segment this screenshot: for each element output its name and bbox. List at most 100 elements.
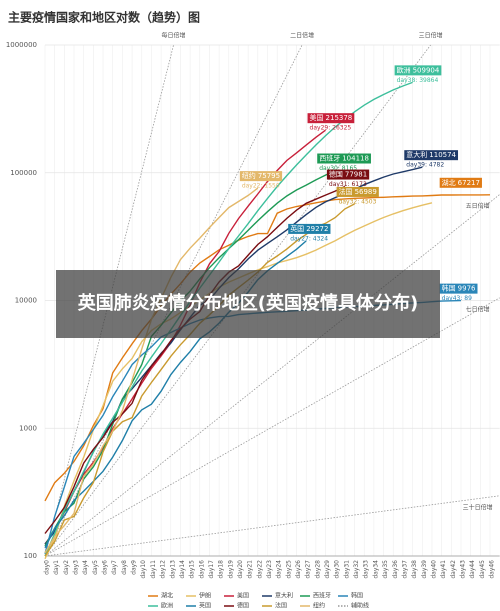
end-label-note: day29: 26325 bbox=[310, 125, 352, 132]
x-tick-label: day39 bbox=[421, 560, 428, 579]
legend-label: 法国 bbox=[275, 602, 287, 610]
end-label-box bbox=[288, 223, 331, 234]
series-line bbox=[44, 194, 491, 502]
end-label-value: 104118 bbox=[342, 155, 369, 163]
x-tick-label: day46 bbox=[489, 560, 496, 579]
y-tick-label: 100 bbox=[24, 552, 37, 560]
x-tick-label: day4 bbox=[82, 560, 89, 575]
x-tick-label: day37 bbox=[401, 560, 408, 579]
x-tick-label: day5 bbox=[92, 560, 99, 575]
end-label-box bbox=[336, 186, 379, 197]
x-tick-label: day7 bbox=[111, 560, 118, 575]
end-label: 法国 56989 day32: 4503 bbox=[336, 186, 379, 205]
x-tick-label: day31 bbox=[343, 560, 350, 579]
x-tick-label: day25 bbox=[285, 560, 292, 579]
x-tick-label: day27 bbox=[305, 560, 312, 579]
end-label-box bbox=[307, 113, 355, 124]
x-tick-label: day14 bbox=[179, 560, 186, 579]
legend-label: 西班牙 bbox=[313, 592, 331, 600]
x-tick-label: day2 bbox=[63, 560, 70, 575]
end-label-value: 509904 bbox=[413, 66, 440, 74]
end-label-name: 美国 bbox=[310, 113, 324, 122]
legend-label: 德国 bbox=[237, 602, 249, 610]
end-label-note: day27: 4324 bbox=[290, 235, 328, 242]
legend-label: 意大利 bbox=[275, 592, 293, 600]
x-tick-label: day38 bbox=[411, 560, 418, 579]
x-tick-label: day43 bbox=[459, 560, 466, 579]
legend-label: 美国 bbox=[237, 592, 249, 600]
x-tick-label: day44 bbox=[469, 560, 476, 579]
end-label-name: 欧洲 bbox=[397, 65, 411, 74]
end-label-box bbox=[317, 153, 371, 164]
end-label-value: 9976 bbox=[458, 285, 476, 293]
end-label-box bbox=[394, 65, 442, 76]
reference-label: 二日倍增 bbox=[290, 32, 314, 40]
x-tick-label: day30 bbox=[334, 560, 341, 579]
end-label: 韩国 9976 day43: 89 bbox=[439, 283, 478, 302]
end-label-box bbox=[404, 150, 459, 161]
end-label-note: day39: 4782 bbox=[406, 162, 444, 169]
end-label-value: 110574 bbox=[429, 151, 456, 159]
x-tick-label: day3 bbox=[73, 560, 80, 575]
end-label-name: 德国 bbox=[329, 170, 343, 179]
x-tick-label: day42 bbox=[450, 560, 457, 579]
x-tick-label: day15 bbox=[189, 560, 196, 579]
end-label-note: day22: 1550 bbox=[242, 183, 280, 190]
end-label-note: day43: 89 bbox=[442, 295, 472, 302]
x-tick-label: day16 bbox=[198, 560, 205, 579]
x-tick-label: day34 bbox=[372, 560, 379, 579]
y-tick-label: 10000 bbox=[15, 297, 37, 305]
end-label-note: day38: 39864 bbox=[397, 77, 439, 84]
legend-label: 纽约 bbox=[313, 602, 325, 610]
legend-label: 湖北 bbox=[161, 592, 173, 600]
x-tick-label: day19 bbox=[227, 560, 234, 579]
x-tick-label: day0 bbox=[44, 560, 51, 575]
end-label-box bbox=[326, 169, 370, 180]
x-tick-label: day35 bbox=[382, 560, 389, 579]
end-label-name: 意大利 bbox=[406, 150, 427, 159]
end-label-value: 56989 bbox=[355, 188, 377, 196]
x-tick-label: day17 bbox=[208, 560, 215, 579]
x-tick-label: day28 bbox=[314, 560, 321, 579]
chart-title: 主要疫情国家和地区对数（趋势）图 bbox=[8, 10, 200, 25]
end-label-name: 英国 bbox=[290, 224, 304, 233]
end-label-box bbox=[239, 171, 283, 182]
x-tick-label: day22 bbox=[256, 560, 263, 579]
end-label-name: 韩国 bbox=[442, 284, 456, 293]
reference-label: 每日倍增 bbox=[162, 32, 186, 40]
legend-label: 英国 bbox=[199, 602, 211, 610]
y-tick-label: 1000000 bbox=[6, 41, 37, 49]
x-tick-label: day33 bbox=[363, 560, 370, 579]
reference-label: 五日倍增 bbox=[466, 202, 490, 210]
x-tick-label: day1 bbox=[53, 560, 60, 575]
end-label: 德国 77981 day31: 6173 bbox=[326, 169, 370, 188]
x-tick-label: day8 bbox=[121, 560, 128, 575]
end-label-name: 纽约 bbox=[242, 171, 256, 180]
x-tick-label: day18 bbox=[218, 560, 225, 579]
overlay-banner: 英国肺炎疫情分布地区(英国疫情具体分布) bbox=[56, 270, 440, 338]
x-tick-label: day36 bbox=[392, 560, 399, 579]
end-label-value: 29272 bbox=[306, 225, 328, 233]
x-tick-label: day32 bbox=[353, 560, 360, 579]
x-tick-label: day9 bbox=[131, 560, 138, 575]
x-tick-label: day23 bbox=[266, 560, 273, 579]
end-label-note: day30: 8165 bbox=[319, 165, 357, 172]
end-label: 英国 29272 day27: 4324 bbox=[288, 223, 331, 242]
reference-label: 三十日倍增 bbox=[463, 503, 493, 511]
end-label: 欧洲 509904 day38: 39864 bbox=[394, 65, 442, 84]
legend-label: 欧洲 bbox=[161, 602, 173, 610]
x-tick-label: day11 bbox=[150, 560, 157, 579]
reference-line bbox=[44, 495, 500, 557]
x-tick-label: day24 bbox=[276, 560, 283, 579]
reference-label: 七日倍增 bbox=[466, 305, 490, 313]
y-tick-label: 100000 bbox=[10, 169, 37, 177]
x-tick-label: day12 bbox=[160, 560, 167, 579]
x-tick-label: day21 bbox=[247, 560, 254, 579]
end-label: 纽约 75795 day22: 1550 bbox=[239, 171, 283, 190]
end-label-value: 67217 bbox=[458, 179, 480, 187]
x-tick-label: day29 bbox=[324, 560, 331, 579]
reference-line bbox=[44, 297, 500, 557]
end-label: 美国 215378 day29: 26325 bbox=[307, 113, 355, 132]
end-label: 湖北 67217 bbox=[439, 177, 482, 188]
